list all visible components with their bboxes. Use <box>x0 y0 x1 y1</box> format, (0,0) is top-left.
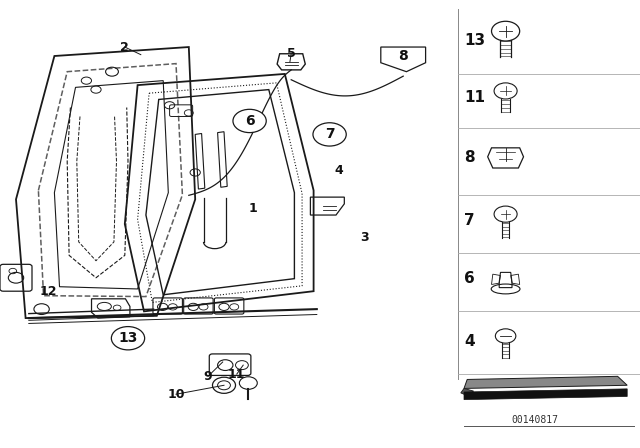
Text: 00140817: 00140817 <box>511 415 558 425</box>
Polygon shape <box>461 388 474 396</box>
Circle shape <box>233 109 266 133</box>
Text: 3: 3 <box>360 231 369 244</box>
Circle shape <box>111 327 145 350</box>
Text: 7: 7 <box>324 127 335 142</box>
Text: 6: 6 <box>244 114 255 128</box>
Text: 1: 1 <box>248 202 257 215</box>
Text: 6: 6 <box>464 271 475 286</box>
Text: 4: 4 <box>464 334 475 349</box>
Text: 2: 2 <box>120 40 129 54</box>
Text: 11: 11 <box>228 367 246 381</box>
Text: 4: 4 <box>335 164 344 177</box>
Text: 8: 8 <box>464 150 475 165</box>
Text: 7: 7 <box>464 213 475 228</box>
Text: 9: 9 <box>204 370 212 383</box>
Text: 8: 8 <box>398 49 408 63</box>
Text: 13: 13 <box>464 33 485 47</box>
Polygon shape <box>464 389 627 400</box>
Circle shape <box>313 123 346 146</box>
Text: 10: 10 <box>167 388 185 401</box>
Polygon shape <box>464 376 627 388</box>
Text: 13: 13 <box>118 331 138 345</box>
Text: 5: 5 <box>287 47 296 60</box>
Text: 12: 12 <box>39 284 57 298</box>
Text: 11: 11 <box>464 90 485 105</box>
